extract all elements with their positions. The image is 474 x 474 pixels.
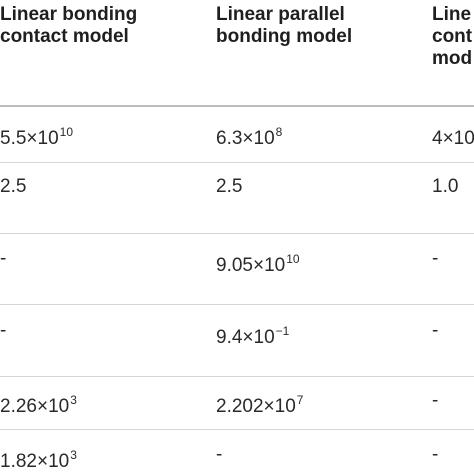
row-2-col-1: 2.5 [0, 176, 27, 197]
row-4-col-1: - [0, 320, 7, 341]
row-3-col-1: - [0, 248, 7, 269]
row-6-col-3: - [432, 444, 439, 465]
row-1-col-3: 4×10 [432, 128, 474, 149]
row-divider [0, 376, 474, 377]
row-2-col-3: 1.0 [432, 176, 459, 197]
row-4-col-2: 9.4×10−1 [216, 324, 290, 348]
row-2-col-2: 2.5 [216, 176, 243, 197]
row-divider [0, 304, 474, 305]
row-6-col-1: 1.82×103 [0, 448, 77, 472]
row-5-col-1: 2.26×103 [0, 393, 77, 417]
header-linear-bonding-contact-model: Linear bonding contact model [0, 4, 138, 47]
row-5-col-3: - [432, 390, 439, 411]
row-3-col-2: 9.05×1010 [216, 252, 300, 276]
header-third-model-truncated: Line cont mod [432, 4, 473, 69]
row-1-col-2: 6.3×108 [216, 125, 283, 149]
row-divider [0, 162, 474, 163]
row-6-col-2: - [216, 444, 223, 465]
row-5-col-2: 2.202×107 [216, 393, 304, 417]
row-divider [0, 429, 474, 430]
row-4-col-3: - [432, 320, 439, 341]
row-1-col-1: 5.5×1010 [0, 125, 74, 149]
row-3-col-3: - [432, 248, 439, 269]
header-linear-parallel-bonding-model: Linear parallel bonding model [216, 4, 353, 47]
header-divider [0, 105, 474, 107]
row-divider [0, 233, 474, 234]
